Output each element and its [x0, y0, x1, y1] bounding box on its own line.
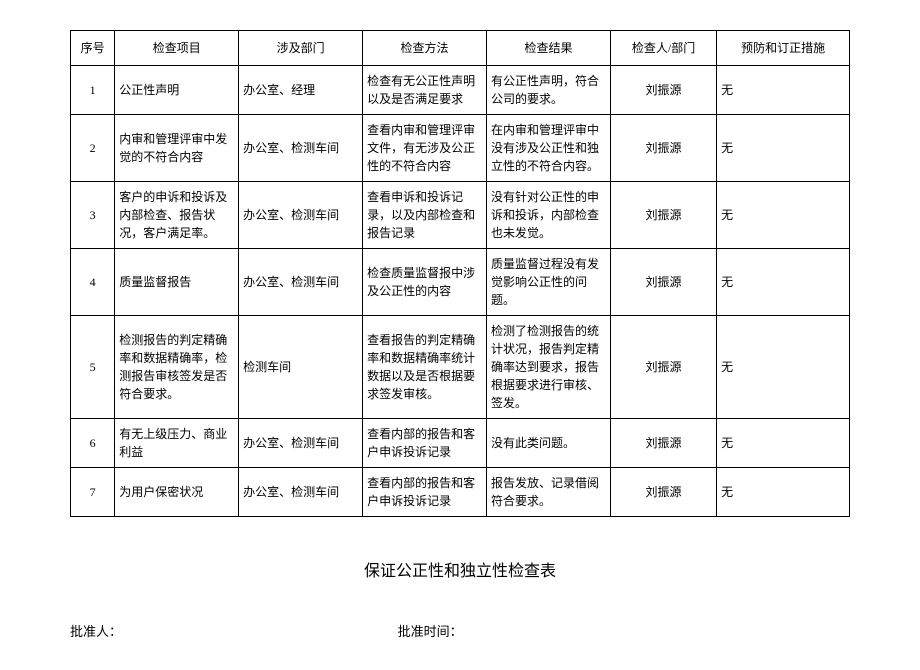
- table-row: 4 质量监督报告 办公室、检测车间 检查质量监督报中涉及公正性的内容 质量监督过…: [71, 249, 850, 316]
- cell-seq: 5: [71, 316, 115, 419]
- cell-inspector: 刘振源: [610, 419, 716, 468]
- table-row: 3 客户的申诉和投诉及内部检查、报告状况，客户满足率。 办公室、检测车间 查看申…: [71, 182, 850, 249]
- cell-result: 报告发放、记录借阅符合要求。: [487, 468, 611, 517]
- cell-dept: 检测车间: [239, 316, 363, 419]
- cell-measure: 无: [717, 316, 850, 419]
- cell-seq: 3: [71, 182, 115, 249]
- cell-inspector: 刘振源: [610, 66, 716, 115]
- cell-measure: 无: [717, 66, 850, 115]
- cell-inspector: 刘振源: [610, 115, 716, 182]
- cell-seq: 7: [71, 468, 115, 517]
- cell-seq: 4: [71, 249, 115, 316]
- cell-item: 为用户保密状况: [115, 468, 239, 517]
- cell-measure: 无: [717, 115, 850, 182]
- approve-time-label: 批准时间：: [398, 621, 850, 640]
- cell-seq: 1: [71, 66, 115, 115]
- cell-result: 检测了检测报告的统计状况，报告判定精确率达到要求，报告根据要求进行审核、签发。: [487, 316, 611, 419]
- approver-label: 批准人：: [70, 621, 398, 640]
- cell-method: 检查有无公正性声明以及是否满足要求: [363, 66, 487, 115]
- cell-inspector: 刘振源: [610, 182, 716, 249]
- cell-dept: 办公室、经理: [239, 66, 363, 115]
- table-row: 2 内审和管理评审中发觉的不符合内容 办公室、检测车间 查看内审和管理评审文件，…: [71, 115, 850, 182]
- header-measure: 预防和订正措施: [717, 31, 850, 66]
- cell-item: 质量监督报告: [115, 249, 239, 316]
- cell-measure: 无: [717, 249, 850, 316]
- cell-dept: 办公室、检测车间: [239, 249, 363, 316]
- cell-measure: 无: [717, 468, 850, 517]
- cell-measure: 无: [717, 182, 850, 249]
- cell-item: 客户的申诉和投诉及内部检查、报告状况，客户满足率。: [115, 182, 239, 249]
- table-row: 5 检测报告的判定精确率和数据精确率，检测报告审核签发是否符合要求。 检测车间 …: [71, 316, 850, 419]
- cell-method: 查看内部的报告和客户申诉投诉记录: [363, 419, 487, 468]
- footer: 批准人： 批准时间：: [70, 621, 850, 640]
- inspection-table: 序号 检查项目 涉及部门 检查方法 检查结果 检查人/部门 预防和订正措施 1 …: [70, 30, 850, 517]
- cell-result: 有公正性声明，符合公司的要求。: [487, 66, 611, 115]
- cell-method: 检查质量监督报中涉及公正性的内容: [363, 249, 487, 316]
- cell-dept: 办公室、检测车间: [239, 419, 363, 468]
- cell-inspector: 刘振源: [610, 468, 716, 517]
- cell-seq: 2: [71, 115, 115, 182]
- cell-item: 公正性声明: [115, 66, 239, 115]
- cell-inspector: 刘振源: [610, 316, 716, 419]
- cell-measure: 无: [717, 419, 850, 468]
- cell-seq: 6: [71, 419, 115, 468]
- cell-method: 查看内部的报告和客户申诉投诉记录: [363, 468, 487, 517]
- table-row: 1 公正性声明 办公室、经理 检查有无公正性声明以及是否满足要求 有公正性声明，…: [71, 66, 850, 115]
- cell-result: 没有此类问题。: [487, 419, 611, 468]
- header-method: 检查方法: [363, 31, 487, 66]
- cell-result: 质量监督过程没有发觉影响公正性的问题。: [487, 249, 611, 316]
- header-inspector: 检查人/部门: [610, 31, 716, 66]
- header-dept: 涉及部门: [239, 31, 363, 66]
- page-title: 保证公正性和独立性检查表: [70, 557, 850, 581]
- cell-result: 在内审和管理评审中没有涉及公正性和独立性的不符合内容。: [487, 115, 611, 182]
- cell-item: 内审和管理评审中发觉的不符合内容: [115, 115, 239, 182]
- cell-method: 查看内审和管理评审文件，有无涉及公正性的不符合内容: [363, 115, 487, 182]
- cell-result: 没有针对公正性的申诉和投诉，内部检查也未发觉。: [487, 182, 611, 249]
- header-result: 检查结果: [487, 31, 611, 66]
- cell-item: 有无上级压力、商业利益: [115, 419, 239, 468]
- cell-item: 检测报告的判定精确率和数据精确率，检测报告审核签发是否符合要求。: [115, 316, 239, 419]
- cell-method: 查看申诉和投诉记录，以及内部检查和报告记录: [363, 182, 487, 249]
- cell-method: 查看报告的判定精确率和数据精确率统计数据以及是否根据要求签发审核。: [363, 316, 487, 419]
- table-header-row: 序号 检查项目 涉及部门 检查方法 检查结果 检查人/部门 预防和订正措施: [71, 31, 850, 66]
- cell-inspector: 刘振源: [610, 249, 716, 316]
- cell-dept: 办公室、检测车间: [239, 468, 363, 517]
- cell-dept: 办公室、检测车间: [239, 115, 363, 182]
- header-seq: 序号: [71, 31, 115, 66]
- cell-dept: 办公室、检测车间: [239, 182, 363, 249]
- table-row: 7 为用户保密状况 办公室、检测车间 查看内部的报告和客户申诉投诉记录 报告发放…: [71, 468, 850, 517]
- header-item: 检查项目: [115, 31, 239, 66]
- table-body: 1 公正性声明 办公室、经理 检查有无公正性声明以及是否满足要求 有公正性声明，…: [71, 66, 850, 517]
- table-row: 6 有无上级压力、商业利益 办公室、检测车间 查看内部的报告和客户申诉投诉记录 …: [71, 419, 850, 468]
